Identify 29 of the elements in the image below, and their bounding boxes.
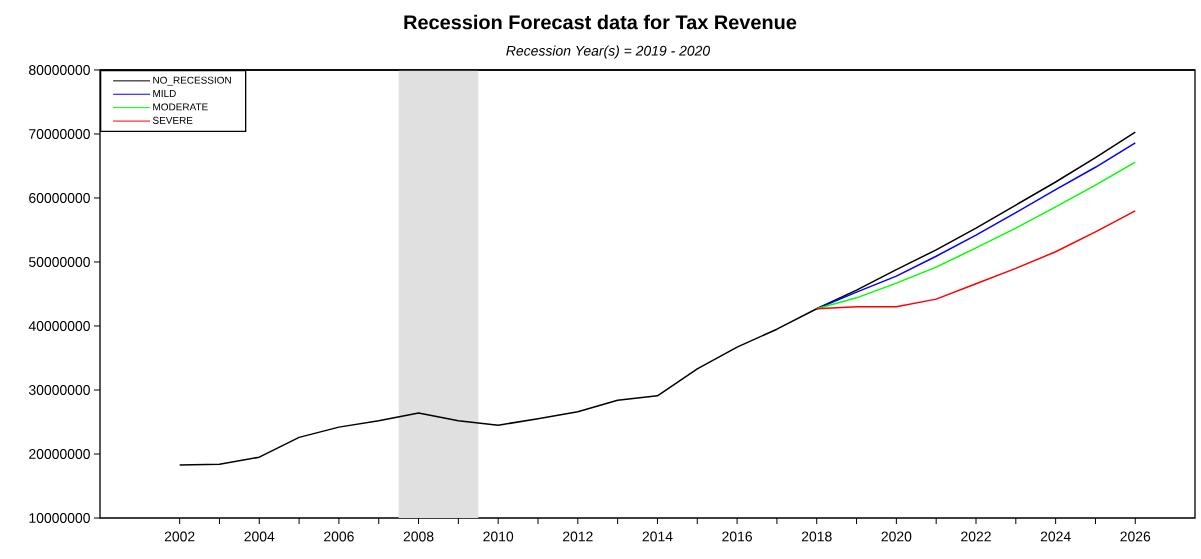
chart-subtitle: Recession Year(s) = 2019 - 2020 <box>506 45 710 59</box>
x-tick-label: 2020 <box>881 531 912 542</box>
legend-label: NO_RECESSION <box>153 76 231 86</box>
legend-label: SEVERE <box>152 116 193 124</box>
x-tick-label: 2024 <box>1040 531 1071 542</box>
chart-title: Recession Forecast data for Tax Revenue <box>404 14 797 30</box>
y-tick-label: 80000000 <box>29 65 90 75</box>
x-tick-label: 2012 <box>563 531 593 542</box>
y-tick-label: 50000000 <box>28 257 90 267</box>
x-tick-label: 2006 <box>324 531 354 542</box>
x-tick-label: 2022 <box>961 531 991 542</box>
y-tick-label: 40000000 <box>28 321 90 331</box>
x-tick-label: 2018 <box>801 531 832 542</box>
x-tick-label: 2010 <box>483 531 514 542</box>
legend-label: MILD <box>153 90 176 97</box>
x-tick-label: 2026 <box>1120 531 1151 542</box>
x-tick-label: 2014 <box>642 531 673 542</box>
legend-label: MODERATE <box>153 103 208 111</box>
line-series <box>815 210 1137 310</box>
x-tick-label: 2016 <box>722 531 752 542</box>
x-tick-label: 2004 <box>244 531 275 542</box>
x-tick-label: 2008 <box>403 531 434 542</box>
x-tick-label: 2002 <box>164 531 195 542</box>
y-tick-label: 30000000 <box>28 385 90 395</box>
y-tick-label: 70000000 <box>29 129 90 139</box>
y-tick-label: 20000000 <box>29 449 90 459</box>
y-tick-label: 60000000 <box>29 193 90 203</box>
y-tick-label: 10000000 <box>29 513 90 523</box>
line-series <box>178 131 1137 466</box>
